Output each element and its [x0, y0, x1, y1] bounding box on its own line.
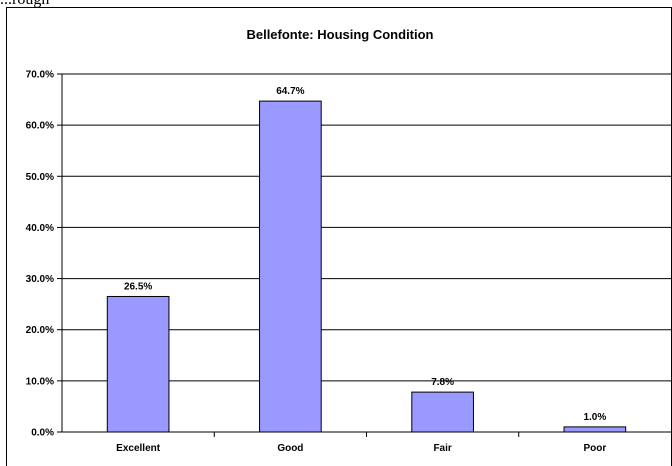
category-label: Excellent	[116, 443, 161, 454]
data-label: 26.5%	[124, 281, 152, 292]
bar-poor	[563, 426, 627, 433]
chart-title: Bellefonte: Housing Condition	[246, 27, 433, 42]
y-tick-label: 0.0%	[31, 428, 54, 439]
category-label: Good	[277, 443, 303, 454]
gridlines	[62, 73, 671, 382]
chart-frame: Bellefonte: Housing Condition 0.0% 10.0% 2…	[6, 7, 672, 466]
y-tick-label: 60.0%	[26, 121, 54, 132]
y-tick-label: 30.0%	[26, 274, 54, 285]
y-tick-label: 20.0%	[26, 325, 54, 336]
category-label: Poor	[583, 443, 606, 454]
bar-good	[259, 100, 322, 433]
bars	[106, 100, 627, 433]
y-tick-label: 70.0%	[26, 70, 54, 81]
axes	[57, 73, 671, 437]
bar-chart: Bellefonte: Housing Condition 0.0% 10.0% 2…	[26, 27, 671, 455]
truncated-header-text: ...rough	[0, 0, 49, 9]
y-tick-label: 40.0%	[26, 223, 54, 234]
y-tick-label: 10.0%	[26, 376, 54, 387]
labels: 0.0% 10.0% 20.0% 30.0% 40.0% 50.0% 60.0% 70.0% E…	[26, 70, 607, 455]
bar-fair	[411, 391, 474, 433]
data-label: 1.0%	[583, 412, 606, 423]
bar-excellent	[106, 295, 170, 433]
category-label: Fair	[433, 443, 451, 454]
data-label: 7.8%	[431, 377, 454, 388]
data-label: 64.7%	[276, 86, 304, 97]
y-tick-label: 50.0%	[26, 172, 54, 183]
